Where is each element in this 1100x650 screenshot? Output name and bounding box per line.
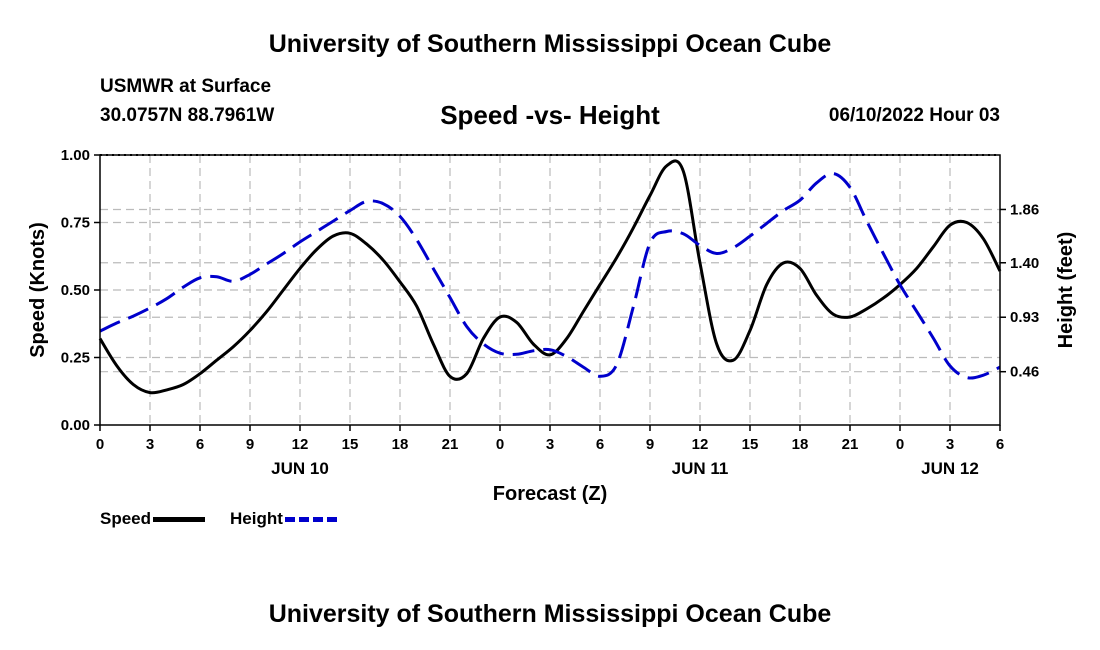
legend-speed-swatch <box>153 516 206 522</box>
footer-title: University of Southern Mississippi Ocean… <box>268 600 832 628</box>
x-tick-label: 18 <box>392 436 409 453</box>
date-label: JUN 11 <box>672 459 729 478</box>
x-tick-label: 9 <box>246 436 254 453</box>
y-tick-label: 0.75 <box>61 215 90 232</box>
y2-tick-label: 0.93 <box>1010 309 1039 326</box>
legend-speed: Speed <box>100 509 206 529</box>
x-axis-label: Forecast (Z) <box>493 483 607 505</box>
x-tick-label: 12 <box>692 436 709 453</box>
x-tick-label: 3 <box>146 436 154 453</box>
chart-title: Speed -vs- Height <box>440 100 660 130</box>
y-tick-label: 0.25 <box>61 350 90 367</box>
y-tick-label: 0.50 <box>61 282 90 299</box>
date-label: JUN 10 <box>271 459 329 478</box>
series-line-height <box>99 171 1001 380</box>
speed-height-chart: 0 3 6 9 12 15 18 21 0 3 6 9 12 15 18 21 0 3 6 JUN 10 JUN 11 J… <box>27 147 1077 505</box>
x-tick-label: 21 <box>442 436 459 453</box>
legend-speed-label: Speed <box>100 509 152 528</box>
x-tick-label: 9 <box>646 436 654 453</box>
station-label: USMWR at Surface <box>100 76 272 97</box>
y-tick-label: 0.00 <box>61 417 90 434</box>
y2-tick-label: 1.40 <box>1010 255 1039 272</box>
legend-height: Height <box>230 509 337 529</box>
x-tick-label: 6 <box>996 436 1004 453</box>
x-tick-label: 21 <box>842 436 859 453</box>
x-tick-label: 3 <box>946 436 954 453</box>
legend-height-swatch <box>284 516 337 522</box>
date-label: JUN 12 <box>921 459 979 478</box>
legend-height-label: Height <box>230 509 283 528</box>
x-tick-label: 3 <box>546 436 554 453</box>
axes: 0 3 6 9 12 15 18 21 0 3 6 9 12 15 18 21 0 3 6 JUN 10 JUN 11 J… <box>61 147 1039 478</box>
y2-tick-label: 1.86 <box>1010 201 1039 218</box>
y2-axis-label: Height (feet) <box>1055 232 1077 349</box>
x-tick-label: 18 <box>792 436 809 453</box>
series-layer <box>98 159 1002 395</box>
x-tick-label: 12 <box>292 436 309 453</box>
y2-tick-label: 0.46 <box>1010 364 1039 381</box>
x-tick-label: 6 <box>196 436 204 453</box>
x-tick-label: 0 <box>896 436 904 453</box>
x-tick-label: 15 <box>342 436 359 453</box>
x-tick-label: 0 <box>496 436 504 453</box>
y-axis-label: Speed (Knots) <box>27 222 49 358</box>
grid <box>100 155 1000 425</box>
x-tick-label: 6 <box>596 436 604 453</box>
x-tick-label: 15 <box>742 436 759 453</box>
x-tick-label: 0 <box>96 436 104 453</box>
page-title: University of Southern Mississippi Ocean… <box>268 30 832 58</box>
datetime-label: 06/10/2022 Hour 03 <box>828 105 1000 126</box>
series-line-speed <box>98 159 1002 395</box>
coordinates-label: 30.0757N 88.7961W <box>100 105 275 126</box>
y-tick-label: 1.00 <box>61 147 90 164</box>
